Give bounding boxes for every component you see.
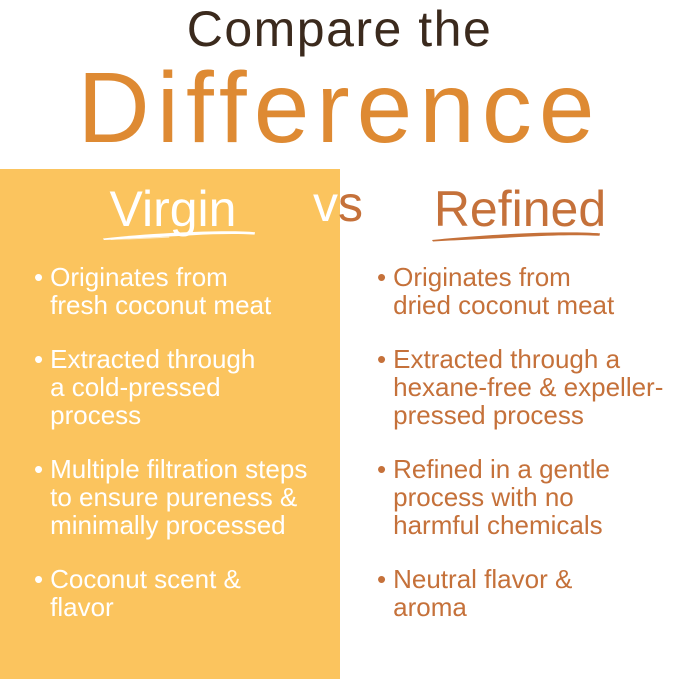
title-line-2: Difference [77, 52, 602, 164]
bullet-dot: • [377, 564, 387, 594]
virgin-bullet-2: Extracted through a cold-pressed process [50, 344, 256, 430]
vs-label: v s [306, 179, 370, 229]
list-item: • Extracted through a hexane-free & expe… [377, 345, 677, 429]
refined-bullet-2: Extracted through a hexane-free & expell… [393, 344, 664, 430]
list-item: • Originates from fresh coconut meat [34, 263, 334, 319]
virgin-panel-background [0, 169, 340, 679]
bullet-dot: • [377, 454, 387, 484]
virgin-bullet-1: Originates from fresh coconut meat [50, 262, 272, 320]
refined-underline-brush-icon [430, 227, 602, 242]
list-item: • Refined in a gentle process with no ha… [377, 455, 677, 539]
list-item: • Coconut scent & flavor [34, 565, 334, 621]
bullet-dot: • [34, 454, 44, 484]
virgin-heading: Virgin [109, 181, 237, 237]
list-item: • Originates from dried coconut meat [377, 263, 677, 319]
title-line-1: Compare the [186, 1, 493, 57]
bullet-dot: • [34, 344, 44, 374]
bullet-dot: • [34, 564, 44, 594]
virgin-bullet-4: Coconut scent & flavor [50, 564, 241, 622]
refined-bullet-3: Refined in a gentle process with no harm… [393, 454, 610, 540]
virgin-underline-brush-icon [101, 226, 257, 240]
refined-heading: Refined [433, 181, 607, 237]
refined-bullet-4: Neutral flavor & aroma [393, 564, 573, 622]
bullet-dot: • [34, 262, 44, 292]
list-item: • Neutral flavor & aroma [377, 565, 677, 621]
list-item: • Multiple filtration steps to ensure pu… [34, 455, 334, 539]
vs-letter-v: v [313, 176, 338, 232]
vs-letter-s: s [338, 176, 363, 232]
bullet-dot: • [377, 344, 387, 374]
bullet-dot: • [377, 262, 387, 292]
virgin-bullet-list: • Originates from fresh coconut meat • E… [34, 263, 334, 647]
list-item: • Extracted through a cold-pressed proce… [34, 345, 334, 429]
refined-bullet-1: Originates from dried coconut meat [393, 262, 615, 320]
refined-bullet-list: • Originates from dried coconut meat • E… [377, 263, 677, 647]
virgin-bullet-3: Multiple filtration steps to ensure pure… [50, 454, 308, 540]
